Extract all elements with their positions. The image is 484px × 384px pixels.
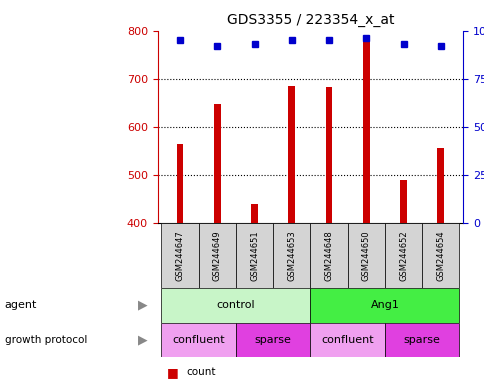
Text: agent: agent: [5, 300, 37, 310]
Bar: [235, 223, 272, 288]
Text: confluent: confluent: [321, 335, 373, 345]
Bar: [235, 323, 310, 357]
Bar: [272, 223, 310, 288]
Text: GSM244653: GSM244653: [287, 230, 296, 281]
Text: ■: ■: [167, 366, 179, 379]
Bar: [288, 86, 294, 223]
Text: growth protocol: growth protocol: [5, 335, 87, 345]
Text: GSM244649: GSM244649: [212, 230, 221, 281]
Bar: [251, 204, 257, 223]
Text: ▶: ▶: [138, 333, 148, 346]
Text: sparse: sparse: [403, 335, 440, 345]
Bar: [213, 104, 220, 223]
Bar: [310, 288, 458, 323]
Bar: [310, 323, 384, 357]
Text: GSM244651: GSM244651: [249, 230, 258, 281]
Bar: [161, 323, 235, 357]
Bar: [161, 223, 198, 288]
Bar: [176, 144, 183, 223]
Bar: [437, 148, 443, 223]
Bar: [399, 180, 406, 223]
Title: GDS3355 / 223354_x_at: GDS3355 / 223354_x_at: [226, 13, 393, 27]
Text: count: count: [186, 367, 216, 377]
Text: sparse: sparse: [254, 335, 291, 345]
Text: GSM244652: GSM244652: [398, 230, 407, 281]
Text: GSM244647: GSM244647: [175, 230, 184, 281]
Text: ▶: ▶: [138, 299, 148, 312]
Bar: [421, 223, 458, 288]
Text: Ang1: Ang1: [370, 300, 398, 310]
Bar: [310, 223, 347, 288]
Bar: [384, 223, 421, 288]
Text: GSM244650: GSM244650: [361, 230, 370, 281]
Text: confluent: confluent: [172, 335, 225, 345]
Bar: [325, 87, 332, 223]
Text: GSM244648: GSM244648: [324, 230, 333, 281]
Bar: [161, 288, 310, 323]
Bar: [384, 323, 458, 357]
Text: GSM244654: GSM244654: [436, 230, 444, 281]
Bar: [362, 40, 369, 223]
Text: control: control: [216, 300, 255, 310]
Bar: [347, 223, 384, 288]
Bar: [198, 223, 235, 288]
